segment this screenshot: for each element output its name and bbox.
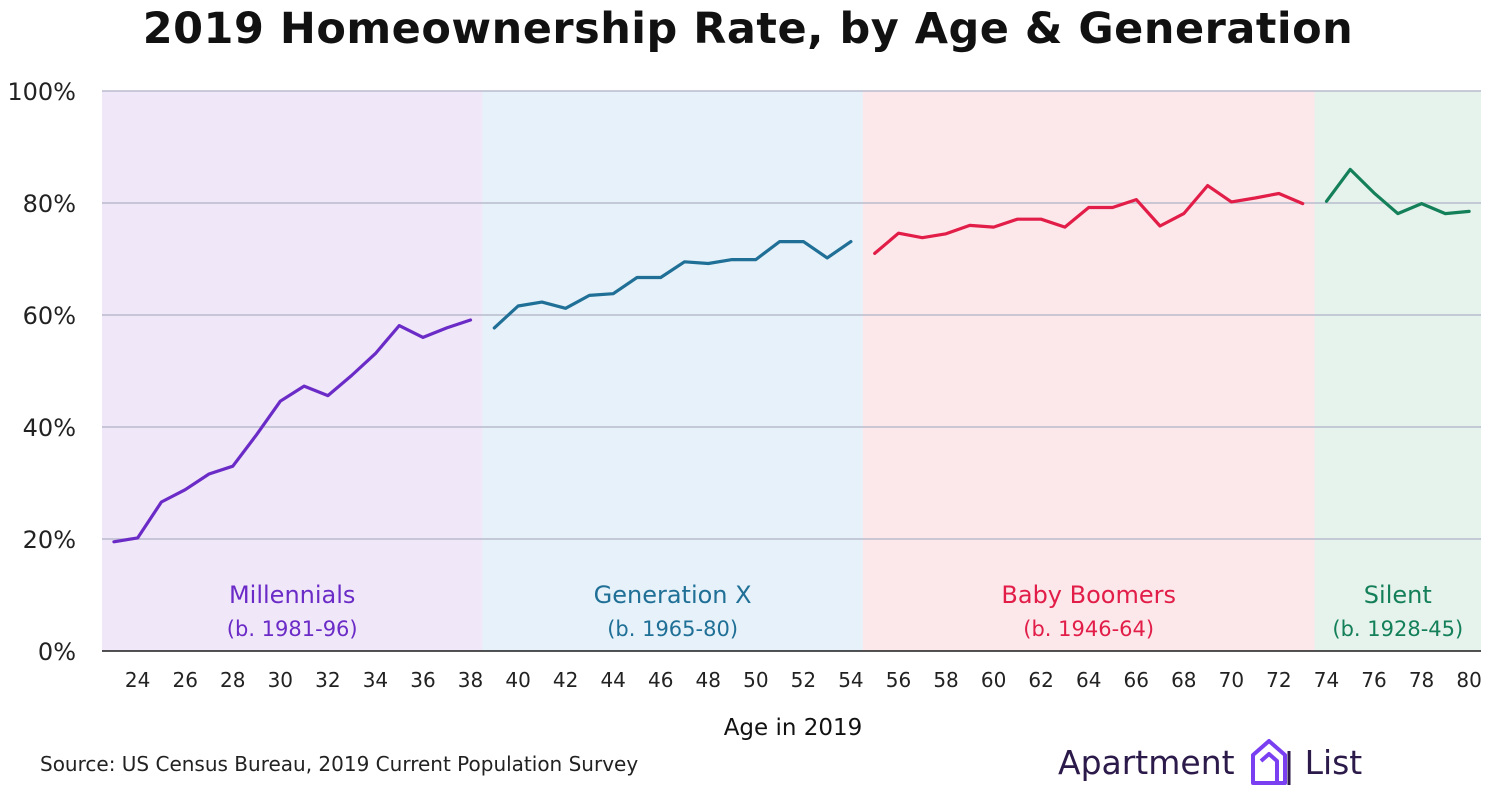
x-tick-label-13: 50: [743, 668, 768, 692]
x-tick-label-26: 76: [1361, 668, 1386, 692]
x-tick-label-12: 48: [696, 668, 721, 692]
x-tick-label-6: 36: [410, 668, 435, 692]
series-line-2: [873, 184, 1305, 255]
source-note: Source: US Census Bureau, 2019 Current P…: [40, 752, 639, 776]
x-tick-label-27: 78: [1409, 668, 1434, 692]
band-2: [862, 91, 1315, 651]
x-tick-label-8: 40: [505, 668, 530, 692]
building-outline-icon: [1250, 739, 1291, 785]
x-tick-label-16: 56: [886, 668, 911, 692]
generation-label-1: Generation X: [594, 581, 752, 609]
logo-word-left: Apartment: [1058, 742, 1235, 782]
x-tick-label-20: 64: [1076, 668, 1101, 692]
series-line-3: [1324, 167, 1471, 216]
x-tick-label-25: 74: [1314, 668, 1339, 692]
band-0: [102, 91, 483, 651]
band-3: [1314, 91, 1481, 651]
x-tick-label-24: 72: [1266, 668, 1291, 692]
y-tick-label-1: 20%: [23, 526, 76, 554]
band-1: [482, 91, 863, 651]
x-tick-label-22: 68: [1171, 668, 1196, 692]
series-line-0: [112, 318, 473, 544]
x-tick-label-19: 62: [1028, 668, 1053, 692]
x-tick-label-17: 58: [933, 668, 958, 692]
y-tick-label-4: 80%: [23, 190, 76, 218]
generation-years-0: (b. 1981-96): [227, 617, 358, 641]
series-line-1: [492, 240, 853, 330]
x-tick-label-21: 66: [1124, 668, 1149, 692]
apartment-list-logo: Apartment List: [1058, 734, 1362, 790]
y-tick-label-0: 0%: [38, 638, 76, 666]
generation-label-3: Silent: [1364, 581, 1432, 609]
y-tick-label-2: 40%: [23, 414, 76, 442]
x-tick-label-2: 28: [220, 668, 245, 692]
x-tick-label-28: 80: [1456, 668, 1481, 692]
generation-labels: Millennials (b. 1981-96) Generation X (b. 1…: [227, 581, 1463, 641]
generation-label-2: Baby Boomers: [1001, 581, 1176, 609]
x-tick-label-0: 24: [125, 668, 150, 692]
y-tick-label-5: 100%: [7, 78, 76, 106]
x-axis-label: Age in 2019: [724, 715, 863, 741]
gridlines: [102, 90, 1481, 652]
generation-bands: [102, 91, 1481, 651]
generation-years-3: (b. 1928-45): [1332, 617, 1463, 641]
x-tick-label-5: 34: [363, 668, 388, 692]
x-tick-label-15: 54: [838, 668, 863, 692]
series-lines: [112, 167, 1471, 544]
x-tick-label-4: 32: [315, 668, 340, 692]
x-tick-label-11: 46: [648, 668, 673, 692]
y-tick-label-3: 60%: [23, 302, 76, 330]
x-tick-label-3: 30: [268, 668, 293, 692]
x-tick-labels: 24 26 28 30 32 34 36 38 40 42 44 46 48 50 52 54 56 58 60 62…: [125, 668, 1482, 692]
x-tick-label-1: 26: [172, 668, 197, 692]
x-tick-label-14: 52: [791, 668, 816, 692]
chart-title: 2019 Homeownership Rate, by Age & Genera…: [142, 4, 1354, 54]
generation-years-2: (b. 1946-64): [1023, 617, 1154, 641]
y-tick-labels: 0% 20% 40% 60% 80% 100%: [7, 78, 76, 666]
logo-word-right: List: [1304, 742, 1363, 782]
x-tick-label-7: 38: [458, 668, 483, 692]
generation-years-1: (b. 1965-80): [607, 617, 738, 641]
x-tick-label-9: 42: [553, 668, 578, 692]
generation-label-0: Millennials: [229, 581, 355, 609]
x-tick-label-23: 70: [1219, 668, 1244, 692]
x-tick-label-18: 60: [981, 668, 1006, 692]
x-tick-label-10: 44: [600, 668, 625, 692]
